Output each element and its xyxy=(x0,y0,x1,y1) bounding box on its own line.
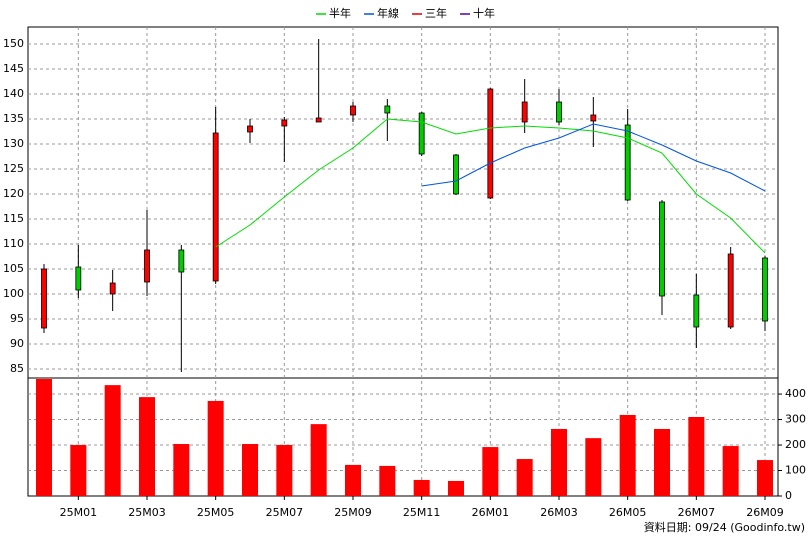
candle-body xyxy=(41,268,47,329)
candle-body xyxy=(693,294,700,328)
y-tick-label: 125 xyxy=(3,162,24,175)
ma-line xyxy=(421,123,766,192)
volume-bar xyxy=(36,379,52,496)
candle-body xyxy=(418,112,425,155)
y-tick-label: 140 xyxy=(3,87,24,100)
candle-body xyxy=(144,249,150,283)
candle-body xyxy=(453,154,459,195)
volume-bar xyxy=(139,397,155,496)
y-tick-label: 110 xyxy=(3,237,24,250)
candle-body xyxy=(521,101,528,123)
y-tick-label: 90 xyxy=(10,337,24,350)
y2-tick-label: 100 xyxy=(785,464,806,477)
x-tick-label: 26M01 xyxy=(472,506,510,519)
volume-bar xyxy=(722,446,739,496)
candle-body xyxy=(590,114,597,122)
volume-bar xyxy=(413,479,430,496)
volume-bar xyxy=(482,447,499,496)
x-tick-label: 25M03 xyxy=(128,506,166,519)
candle-body xyxy=(556,101,562,123)
candle-body xyxy=(762,257,768,322)
x-tick-label: 26M07 xyxy=(678,506,716,519)
legend-label: 年線 xyxy=(377,6,399,20)
volume-bar xyxy=(207,400,224,496)
candle-body xyxy=(384,105,391,114)
y-tick-label: 145 xyxy=(3,62,24,75)
x-tick-label: 25M07 xyxy=(266,506,304,519)
candle-body xyxy=(624,124,631,201)
volume-bar xyxy=(379,465,396,496)
volume-bar xyxy=(448,480,464,496)
y2-tick-label: 300 xyxy=(785,413,806,426)
candle-body xyxy=(315,117,322,123)
x-tick-label: 25M11 xyxy=(403,506,441,519)
y-tick-label: 95 xyxy=(10,312,24,325)
candle-body xyxy=(659,201,665,297)
candle-body xyxy=(178,249,185,273)
y2-tick-label: 0 xyxy=(785,489,792,502)
volume-bar xyxy=(276,445,293,496)
legend-label: 十年 xyxy=(473,6,495,20)
plot-frame xyxy=(27,26,779,497)
y2-tick-label: 200 xyxy=(785,438,806,451)
candle-body xyxy=(247,125,253,133)
candle-body xyxy=(109,282,116,295)
volume-bar xyxy=(345,464,361,496)
volume-bar xyxy=(310,424,327,496)
volume-bar xyxy=(654,428,670,496)
ma-line xyxy=(215,118,766,254)
volume-bar xyxy=(104,385,121,496)
volume-bar xyxy=(173,444,190,496)
x-tick-label: 25M01 xyxy=(60,506,98,519)
volume-bar xyxy=(688,416,705,496)
volume-bar xyxy=(585,438,602,496)
candle-body xyxy=(487,88,494,199)
y-tick-label: 120 xyxy=(3,187,24,200)
candle-body xyxy=(350,105,356,116)
volume-bar xyxy=(619,414,636,496)
x-tick-label: 25M09 xyxy=(334,506,372,519)
volume-bar xyxy=(242,444,258,496)
candle-body xyxy=(727,253,734,328)
volume-bar xyxy=(551,428,567,496)
y-tick-label: 150 xyxy=(3,37,24,50)
y-tick-label: 85 xyxy=(10,362,24,375)
legend-label: 三年 xyxy=(425,6,447,20)
y-tick-label: 135 xyxy=(3,112,24,125)
x-tick-label: 26M05 xyxy=(609,506,647,519)
y-tick-label: 130 xyxy=(3,137,24,150)
y-tick-label: 115 xyxy=(3,212,24,225)
x-tick-label: 25M05 xyxy=(197,506,235,519)
source-note: 資料日期: 09/24 (Goodinfo.tw) xyxy=(644,520,805,534)
candle-body xyxy=(212,132,219,282)
x-tick-label: 26M09 xyxy=(746,506,784,519)
y2-tick-label: 400 xyxy=(785,387,806,400)
candle-body xyxy=(281,119,288,127)
y-tick-label: 100 xyxy=(3,287,24,300)
volume-bar xyxy=(757,460,773,496)
candle-body xyxy=(75,266,82,291)
y-tick-label: 105 xyxy=(3,262,24,275)
x-tick-label: 26M03 xyxy=(540,506,578,519)
volume-bar xyxy=(516,459,533,496)
legend-label: 半年 xyxy=(329,6,351,20)
volume-bar xyxy=(70,445,87,496)
